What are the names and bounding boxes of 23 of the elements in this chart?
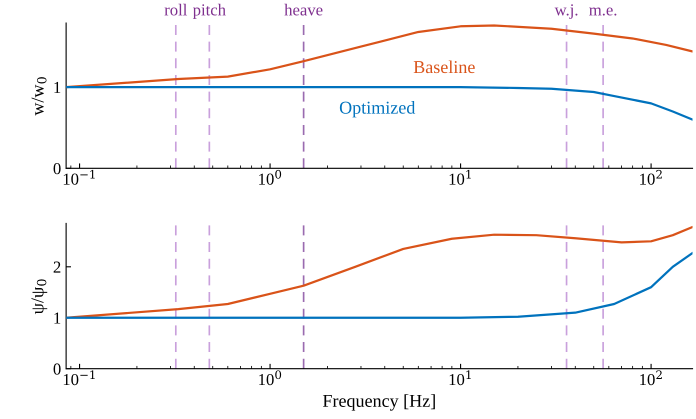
x-tick-label: 10$^{1}$ — [450, 370, 471, 386]
ref-line-label: pitch — [192, 4, 226, 19]
ref-line-label: m.e. — [589, 7, 616, 16]
x-tick-label: 10$^{0}$ — [259, 370, 282, 386]
series-label: Optimized — [340, 101, 416, 118]
x-tick-label: 10$^{2}$ — [640, 370, 662, 386]
y-tick-label: 2 — [54, 262, 60, 273]
ref-line-label: heave — [284, 4, 322, 16]
x-tick-label: 10$^{0}$ — [259, 170, 282, 185]
y-axis-title: w/w$_{0}$ — [32, 77, 46, 116]
x-axis-title: Frequency [Hz] — [322, 394, 435, 411]
y-axis-title: ψ/ψ$_{0}$ — [31, 279, 48, 314]
y-tick-label: 0 — [54, 363, 61, 375]
x-tick-label: 10$^{1}$ — [450, 170, 471, 185]
x-tick-label: 10$^{−1}$ — [64, 170, 95, 185]
x-tick-label: 10$^{−1}$ — [64, 370, 95, 386]
x-tick-label: 10$^{2}$ — [640, 170, 662, 185]
y-tick-label: 0 — [54, 162, 61, 174]
ref-line-label: roll — [164, 4, 188, 16]
y-tick-label: 1 — [54, 82, 60, 93]
y-tick-label: 1 — [54, 312, 60, 324]
ref-line-label: w.j. — [554, 4, 578, 19]
series-label: Baseline — [414, 60, 475, 74]
